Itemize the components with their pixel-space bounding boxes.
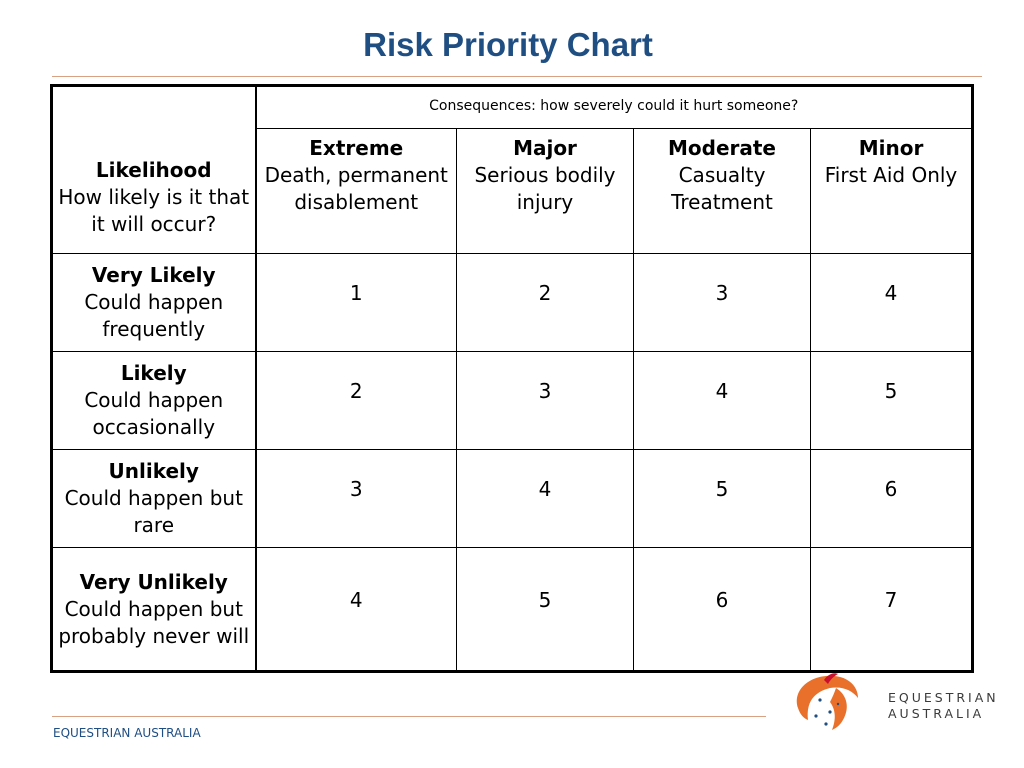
column-header-extreme: Extreme Death, permanent disablement	[255, 128, 457, 254]
risk-value: 2	[538, 281, 552, 305]
table-row: Very Unlikely Could happen but probably …	[51, 547, 974, 672]
row-desc: Could happen occasionally	[84, 388, 224, 439]
table-row: Unlikely Could happen but rare 3 4 5 6	[51, 449, 974, 548]
risk-value: 4	[884, 281, 898, 305]
column-title: Extreme	[309, 136, 404, 160]
risk-priority-table: Likelihood How likely is it that it will…	[50, 84, 975, 673]
row-title: Likely	[120, 361, 187, 385]
risk-cell: 5	[633, 449, 811, 548]
header-divider	[52, 76, 982, 77]
column-title: Moderate	[667, 136, 776, 160]
risk-cell: 4	[809, 253, 974, 352]
column-title: Major	[513, 136, 577, 160]
risk-value: 5	[538, 587, 552, 612]
logo-text-line1: EQUESTRIAN	[888, 690, 999, 705]
risk-cell: 4	[255, 547, 457, 672]
row-title: Unlikely	[108, 459, 199, 483]
row-header-unlikely: Unlikely Could happen but rare	[51, 449, 257, 548]
row-title: Very Likely	[91, 263, 216, 287]
row-header-likely: Likely Could happen occasionally	[51, 351, 257, 450]
column-desc: Death, permanent disablement	[264, 163, 448, 214]
column-header-moderate: Moderate Casualty Treatment	[633, 128, 811, 254]
likelihood-header-cell: Likelihood How likely is it that it will…	[51, 85, 257, 254]
risk-value: 1	[349, 281, 363, 305]
risk-value: 5	[884, 379, 898, 403]
risk-value: 4	[715, 379, 729, 403]
likelihood-subtitle: How likely is it that it will occur?	[58, 184, 250, 236]
risk-cell: 3	[456, 351, 634, 450]
risk-value: 5	[715, 477, 729, 501]
row-desc: Could happen but rare	[64, 486, 243, 537]
risk-cell: 7	[809, 547, 974, 672]
risk-cell: 1	[255, 253, 457, 352]
risk-value: 3	[538, 379, 552, 403]
column-desc: Casualty Treatment	[671, 163, 773, 214]
risk-value: 3	[349, 477, 363, 501]
risk-cell: 2	[255, 351, 457, 450]
horse-head-stars-icon	[796, 673, 858, 730]
risk-cell: 4	[633, 351, 811, 450]
row-desc: Could happen but probably never will	[58, 596, 250, 648]
risk-value: 2	[349, 379, 363, 403]
column-desc: First Aid Only	[824, 163, 958, 187]
column-header-major: Major Serious bodily injury	[456, 128, 634, 254]
row-desc: Could happen frequently	[84, 290, 224, 341]
row-header-very-unlikely: Very Unlikely Could happen but probably …	[51, 547, 257, 672]
equestrian-australia-logo	[796, 673, 858, 730]
risk-cell: 5	[809, 351, 974, 450]
risk-value: 7	[884, 587, 898, 612]
risk-value: 3	[715, 281, 729, 305]
risk-cell: 6	[809, 449, 974, 548]
table-row: Very Likely Could happen frequently 1 2 …	[51, 253, 974, 352]
risk-cell: 5	[456, 547, 634, 672]
footer-divider	[52, 716, 766, 717]
row-title: Very Unlikely	[79, 569, 228, 594]
risk-cell: 6	[633, 547, 811, 672]
risk-value: 4	[538, 477, 552, 501]
column-title: Minor	[858, 136, 924, 160]
footer-org-name: EQUESTRIAN AUSTRALIA	[53, 726, 201, 740]
table-row: Likely Could happen occasionally 2 3 4 5	[51, 351, 974, 450]
risk-cell: 3	[633, 253, 811, 352]
row-header-very-likely: Very Likely Could happen frequently	[51, 253, 257, 352]
page-title: Risk Priority Chart	[363, 26, 653, 63]
logo-text-line2: AUSTRALIA	[888, 706, 985, 721]
consequences-header: Consequences: how severely could it hurt…	[254, 85, 974, 129]
risk-value: 6	[884, 477, 898, 501]
risk-cell: 3	[255, 449, 457, 548]
risk-cell: 2	[456, 253, 634, 352]
column-header-minor: Minor First Aid Only	[809, 128, 974, 254]
risk-value: 6	[715, 587, 729, 612]
column-desc: Serious bodily injury	[474, 163, 616, 214]
risk-value: 4	[349, 587, 363, 612]
risk-cell: 4	[456, 449, 634, 548]
likelihood-title: Likelihood	[95, 157, 212, 182]
